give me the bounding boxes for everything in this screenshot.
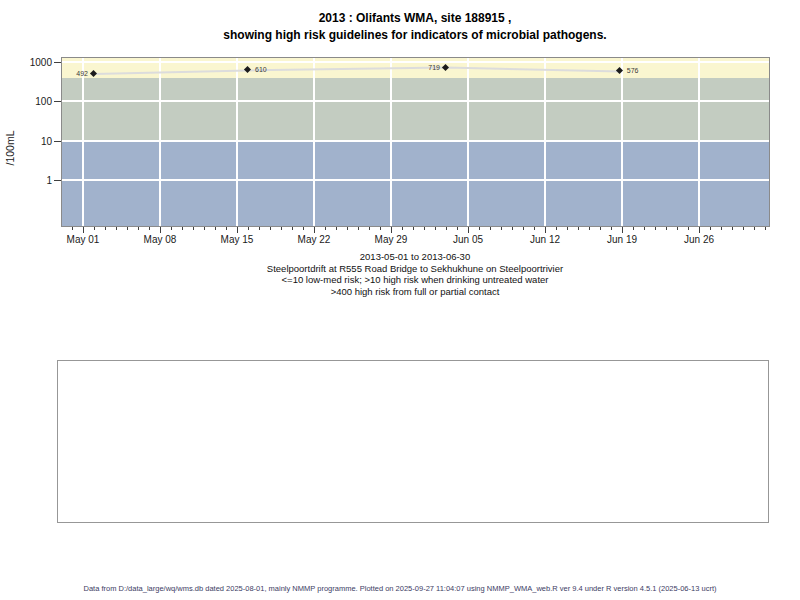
- x-axis-minor-tick: [721, 227, 722, 230]
- x-axis-minor-tick: [94, 227, 95, 230]
- x-axis-major-tick: [237, 227, 238, 233]
- empty-panel: [57, 360, 769, 523]
- x-axis-minor-tick: [193, 227, 194, 230]
- x-axis-minor-tick: [490, 227, 491, 230]
- x-axis-minor-tick: [655, 227, 656, 230]
- x-axis-minor-tick: [259, 227, 260, 230]
- x-axis-minor-tick: [380, 227, 381, 230]
- x-axis-tick-label: May 22: [284, 234, 344, 245]
- x-axis-tick-label: May 08: [130, 234, 190, 245]
- x-axis-minor-tick: [578, 227, 579, 230]
- x-axis-minor-tick: [754, 227, 755, 230]
- footer-provenance: Data from D:/data_large/wq/wms.db dated …: [0, 584, 800, 593]
- ecoli-series-line: [62, 58, 769, 226]
- x-axis-minor-tick: [743, 227, 744, 230]
- x-axis-major-tick: [699, 227, 700, 233]
- y-axis-tick: [54, 141, 61, 142]
- x-axis-major-tick: [622, 227, 623, 233]
- x-axis-minor-tick: [325, 227, 326, 230]
- chart-page: 2013 : Olifants WMA, site 188915 , showi…: [0, 0, 800, 600]
- x-axis-minor-tick: [72, 227, 73, 230]
- x-axis-minor-tick: [446, 227, 447, 230]
- x-axis-minor-tick: [182, 227, 183, 230]
- x-axis-minor-tick: [402, 227, 403, 230]
- x-axis-minor-tick: [270, 227, 271, 230]
- x-axis-major-tick: [160, 227, 161, 233]
- x-axis-tick-label: Jun 19: [592, 234, 652, 245]
- y-axis-tick-label: 100: [18, 96, 52, 107]
- x-axis-major-tick: [83, 227, 84, 233]
- x-axis-minor-tick: [677, 227, 678, 230]
- x-axis-tick-label: May 15: [207, 234, 267, 245]
- x-axis-minor-tick: [435, 227, 436, 230]
- x-axis-minor-tick: [413, 227, 414, 230]
- caption-contact-risk: >400 high risk from full or partial cont…: [15, 286, 800, 298]
- x-axis-minor-tick: [523, 227, 524, 230]
- x-axis-minor-tick: [501, 227, 502, 230]
- x-axis-minor-tick: [666, 227, 667, 230]
- y-axis-tick: [54, 180, 61, 181]
- x-axis-minor-tick: [688, 227, 689, 230]
- x-axis-minor-tick: [512, 227, 513, 230]
- x-axis-minor-tick: [710, 227, 711, 230]
- x-axis-minor-tick: [116, 227, 117, 230]
- chart-title-line1: 2013 : Olifants WMA, site 188915 ,: [15, 10, 800, 27]
- y-axis-tick: [54, 62, 61, 63]
- x-axis-minor-tick: [765, 227, 766, 230]
- caption-period: 2013-05-01 to 2013-06-30: [15, 251, 800, 263]
- x-axis-minor-tick: [171, 227, 172, 230]
- x-axis-minor-tick: [226, 227, 227, 230]
- y-axis-label: /100mL: [4, 130, 16, 165]
- x-axis-tick-label: Jun 12: [515, 234, 575, 245]
- x-axis-minor-tick: [303, 227, 304, 230]
- x-axis-minor-tick: [611, 227, 612, 230]
- x-axis-minor-tick: [138, 227, 139, 230]
- x-axis-major-tick: [468, 227, 469, 233]
- x-axis-minor-tick: [556, 227, 557, 230]
- x-axis-tick-label: Jun 05: [438, 234, 498, 245]
- x-axis-minor-tick: [336, 227, 337, 230]
- caption-site: Steelpoortdrift at R555 Road Bridge to S…: [15, 263, 800, 275]
- x-axis-tick-label: Jun 26: [669, 234, 729, 245]
- x-axis-minor-tick: [105, 227, 106, 230]
- data-point-label: 492: [62, 70, 88, 78]
- x-axis-major-tick: [391, 227, 392, 233]
- x-axis-minor-tick: [732, 227, 733, 230]
- y-axis-tick-label: 10: [18, 136, 52, 147]
- x-axis-minor-tick: [534, 227, 535, 230]
- x-axis-minor-tick: [347, 227, 348, 230]
- x-axis-minor-tick: [281, 227, 282, 230]
- chart-title-line2: showing high risk guidelines for indicat…: [15, 27, 800, 44]
- x-axis-minor-tick: [369, 227, 370, 230]
- x-axis-minor-tick: [204, 227, 205, 230]
- x-axis-minor-tick: [358, 227, 359, 230]
- x-axis-minor-tick: [215, 227, 216, 230]
- data-point-label: 576: [627, 67, 657, 75]
- x-axis-minor-tick: [644, 227, 645, 230]
- x-axis-minor-tick: [567, 227, 568, 230]
- x-axis-tick-label: May 29: [361, 234, 421, 245]
- x-axis-major-tick: [545, 227, 546, 233]
- x-axis-major-tick: [314, 227, 315, 233]
- x-axis-minor-tick: [589, 227, 590, 230]
- x-axis-minor-tick: [248, 227, 249, 230]
- data-point-label: 610: [255, 66, 285, 74]
- chart-title: 2013 : Olifants WMA, site 188915 , showi…: [15, 10, 800, 44]
- x-axis-minor-tick: [424, 227, 425, 230]
- x-axis-minor-tick: [292, 227, 293, 230]
- data-point-label: 719: [414, 64, 440, 72]
- x-axis-minor-tick: [600, 227, 601, 230]
- y-axis-tick: [54, 101, 61, 102]
- x-axis-minor-tick: [127, 227, 128, 230]
- x-axis-minor-tick: [479, 227, 480, 230]
- x-axis-minor-tick: [633, 227, 634, 230]
- y-axis-tick-label: 1000: [18, 57, 52, 68]
- y-axis-tick-label: 1: [18, 175, 52, 186]
- sub-captions: 2013-05-01 to 2013-06-30 Steelpoortdrift…: [15, 251, 800, 297]
- plot-area: Eschericia coli faecal coliforms 4926107…: [61, 57, 770, 227]
- x-axis-tick-label: May 01: [53, 234, 113, 245]
- caption-drinking-risk: <=10 low-med risk; >10 high risk when dr…: [15, 274, 800, 286]
- x-axis-minor-tick: [149, 227, 150, 230]
- x-axis-minor-tick: [457, 227, 458, 230]
